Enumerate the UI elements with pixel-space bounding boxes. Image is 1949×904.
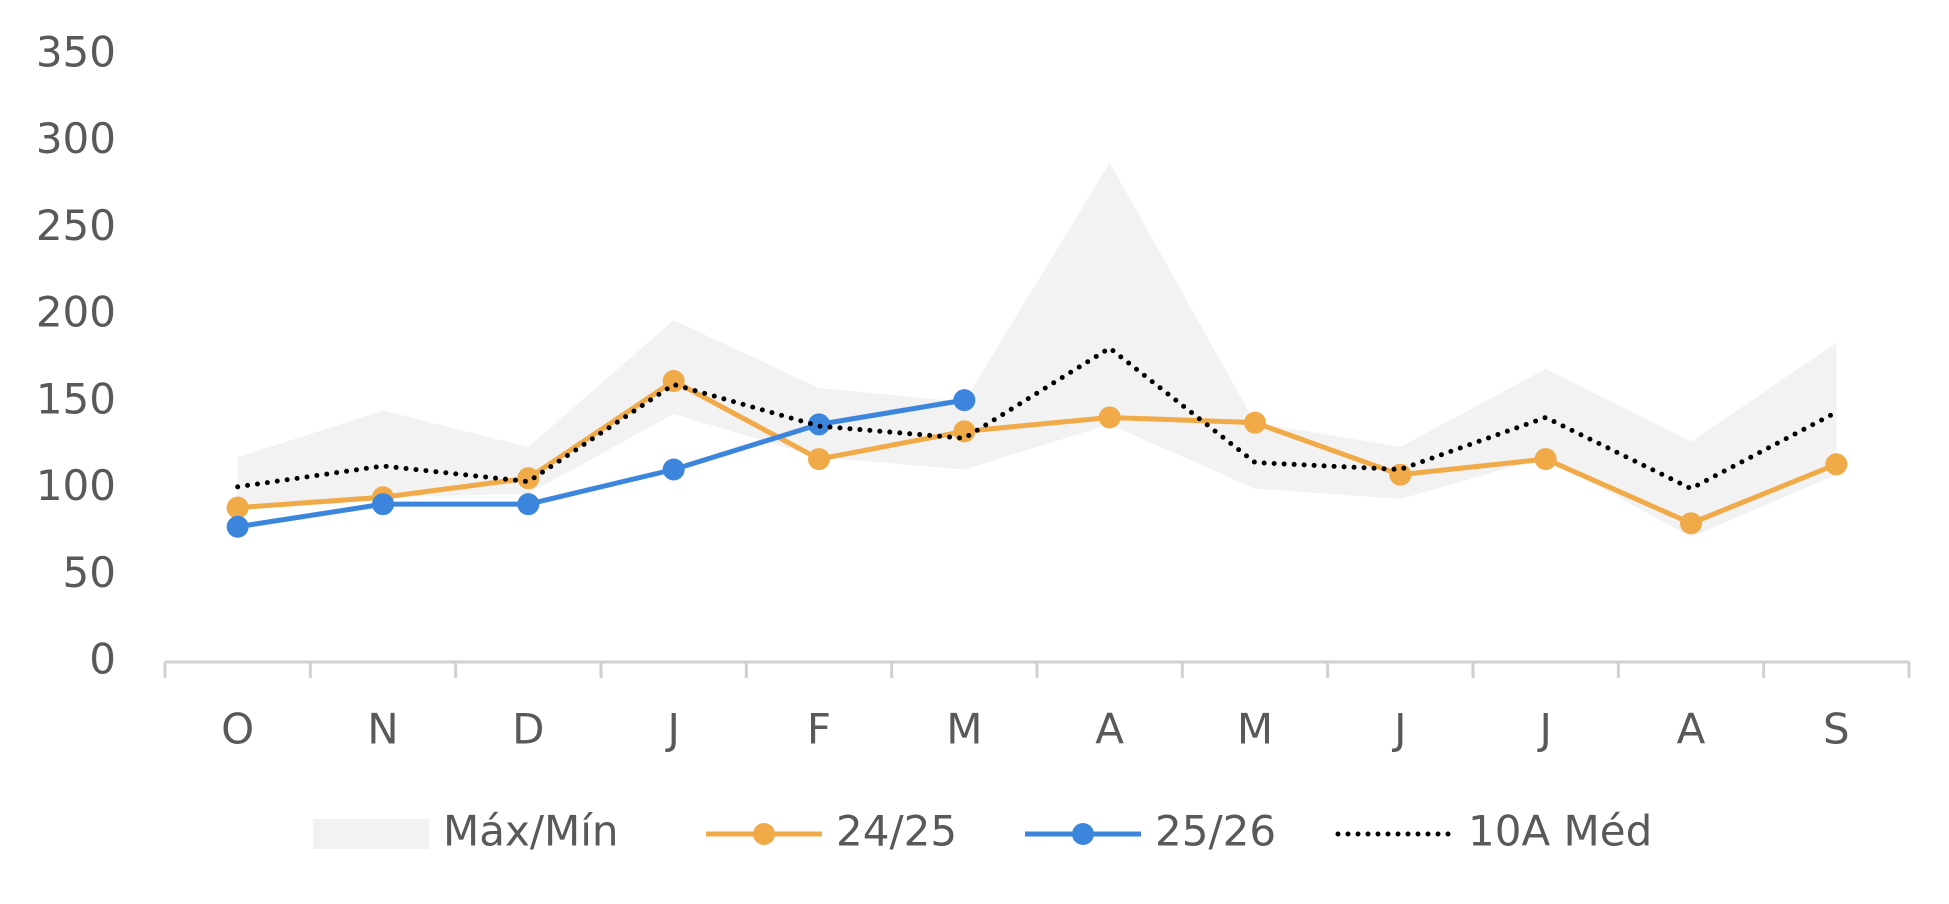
x-tick-label: O (221, 705, 254, 754)
series-line (235, 345, 1839, 492)
legend-label: 24/25 (836, 807, 957, 856)
series-marker (953, 420, 976, 443)
series-marker (953, 389, 976, 412)
series-marker (372, 493, 394, 516)
x-tick-label: A (1677, 705, 1706, 754)
legend-label: Máx/Mín (443, 807, 619, 856)
series-marker (1244, 411, 1266, 434)
series-marker (1098, 406, 1121, 429)
series-line (237, 397, 965, 530)
y-tick-label: 100 (36, 461, 116, 510)
series-marker (662, 458, 685, 481)
x-tick-label: M (1237, 705, 1273, 754)
series-line (237, 378, 1838, 526)
y-tick-label: 250 (36, 201, 116, 250)
series-marker (226, 496, 249, 519)
x-tick-label: D (512, 705, 544, 754)
x-tick-label: J (664, 705, 679, 754)
x-tick-label: J (1391, 705, 1406, 754)
series-marker (517, 467, 540, 490)
legend-marker (753, 823, 775, 845)
series-marker (1680, 512, 1702, 535)
x-tick-label: F (807, 705, 831, 754)
x-tick-label: J (1536, 705, 1551, 754)
legend-marker (1072, 823, 1094, 845)
range-band (237, 162, 1837, 538)
y-tick-label: 350 (36, 28, 116, 77)
legend-label: 10A Méd (1468, 807, 1652, 856)
x-tick-label: M (946, 705, 982, 754)
series-marker (1389, 463, 1412, 486)
series-marker (1825, 453, 1848, 476)
y-tick-label: 300 (36, 114, 116, 163)
y-tick-label: 0 (89, 635, 116, 684)
x-tick-label: A (1095, 705, 1124, 754)
y-tick-label: 50 (63, 548, 116, 597)
y-tick-label: 200 (36, 288, 116, 337)
series-marker (226, 515, 249, 538)
x-tick-label: S (1823, 705, 1850, 754)
legend-swatch (313, 819, 429, 849)
series-marker (1534, 448, 1557, 471)
legend-label: 25/26 (1155, 807, 1276, 856)
x-tick-label: N (367, 705, 398, 754)
series-marker (808, 448, 830, 471)
y-tick-label: 150 (36, 374, 116, 423)
series-marker (517, 493, 540, 516)
